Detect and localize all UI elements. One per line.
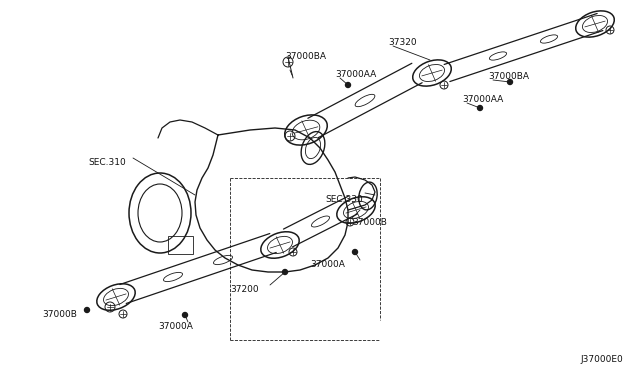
Circle shape: [84, 308, 90, 312]
Text: 37000AA: 37000AA: [335, 70, 376, 79]
Circle shape: [346, 83, 351, 87]
Text: SEC.310: SEC.310: [88, 158, 125, 167]
Text: 37200: 37200: [230, 285, 259, 294]
Text: 37000AA: 37000AA: [462, 95, 503, 104]
Text: 37000BA: 37000BA: [488, 72, 529, 81]
Text: 37000B: 37000B: [352, 218, 387, 227]
Circle shape: [182, 312, 188, 317]
Circle shape: [282, 269, 287, 275]
Circle shape: [477, 106, 483, 110]
Text: 37000A: 37000A: [310, 260, 345, 269]
Text: 37000BA: 37000BA: [285, 52, 326, 61]
Text: 37320: 37320: [388, 38, 417, 47]
Text: 37000A: 37000A: [158, 322, 193, 331]
Bar: [168, 236, 193, 254]
Text: J37000E0: J37000E0: [580, 355, 623, 364]
Text: SEC.330: SEC.330: [325, 195, 363, 204]
Circle shape: [353, 250, 358, 254]
Circle shape: [508, 80, 513, 84]
Text: 37000B: 37000B: [42, 310, 77, 319]
